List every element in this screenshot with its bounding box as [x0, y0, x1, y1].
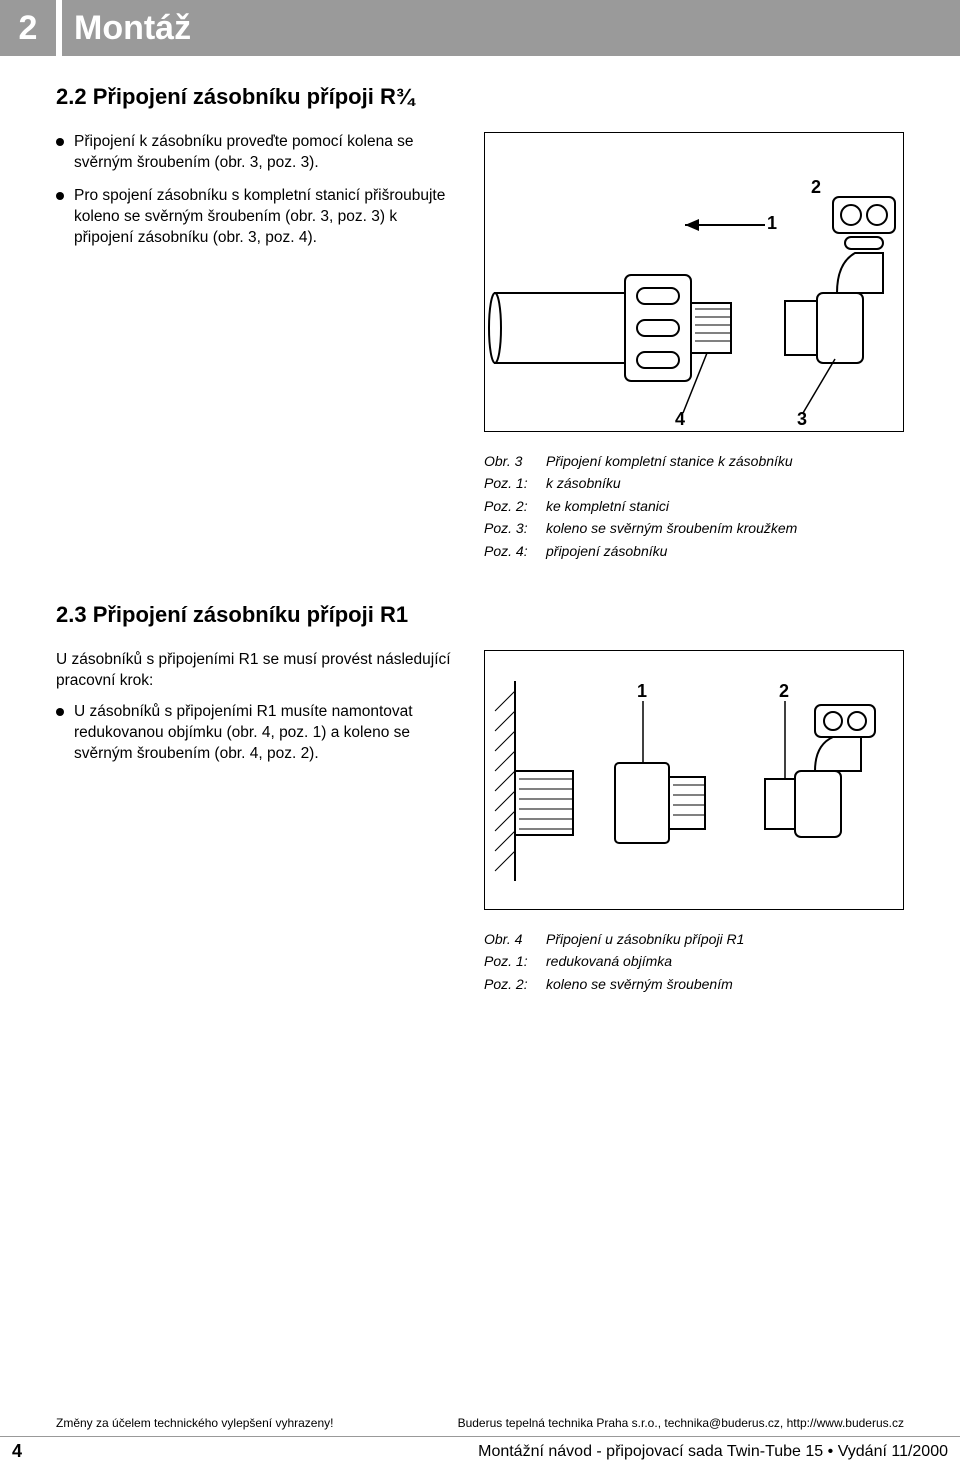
bullet-list: Připojení k zásobníku proveďte pomocí ko…	[56, 132, 452, 249]
caption-key: Poz. 2:	[484, 495, 546, 517]
caption-key: Poz. 1:	[484, 472, 546, 494]
figure-3-caption: Obr. 3 Připojení kompletní stanice k zás…	[484, 450, 904, 562]
content-area: 2.2 Připojení zásobníku přípoji R¾ Připo…	[0, 56, 960, 995]
footer-disclaimer: Změny za účelem technického vylepšení vy…	[56, 1416, 333, 1430]
list-item: Připojení k zásobníku proveďte pomocí ko…	[56, 132, 452, 174]
section-heading-23: 2.3 Připojení zásobníku přípoji R1	[56, 602, 904, 628]
caption-key: Poz. 3:	[484, 517, 546, 539]
caption-val: ke kompletní stanici	[546, 495, 669, 517]
figure-3-svg	[485, 133, 905, 433]
caption-key: Poz. 1:	[484, 950, 546, 972]
figure-4: 1 2	[484, 650, 904, 910]
chapter-header: 2 Montáž	[0, 0, 960, 56]
caption-val: Připojení u zásobníku přípoji R1	[546, 928, 744, 950]
page-number: 4	[12, 1441, 56, 1462]
page-footer: Změny za účelem technického vylepšení vy…	[0, 1416, 960, 1472]
section-23-row: U zásobníků s připojeními R1 se musí pro…	[56, 650, 904, 995]
chapter-title: Montáž	[62, 0, 960, 56]
caption-val: připojení zásobníku	[546, 540, 667, 562]
figure-3-label-2: 2	[811, 177, 821, 198]
caption-val: redukovaná objímka	[546, 950, 672, 972]
list-item: Pro spojení zásobníku s kompletní stanic…	[56, 186, 452, 249]
chapter-number: 2	[0, 0, 56, 56]
caption-key: Obr. 4	[484, 928, 546, 950]
footer-top-row: Změny za účelem technického vylepšení vy…	[0, 1416, 960, 1437]
figure-4-caption: Obr. 4 Připojení u zásobníku přípoji R1 …	[484, 928, 904, 995]
figure-3-label-1: 1	[767, 213, 777, 234]
figure-3-label-3: 3	[797, 409, 807, 430]
figure-4-svg	[485, 651, 905, 911]
caption-key: Poz. 4:	[484, 540, 546, 562]
figure-4-label-1: 1	[637, 681, 647, 702]
section-23-text: U zásobníků s připojeními R1 se musí pro…	[56, 650, 452, 995]
section-22-text: Připojení k zásobníku proveďte pomocí ko…	[56, 132, 452, 562]
caption-key: Poz. 2:	[484, 973, 546, 995]
caption-val: k zásobníku	[546, 472, 621, 494]
footer-company: Buderus tepelná technika Praha s.r.o., t…	[458, 1416, 904, 1430]
section-heading-22: 2.2 Připojení zásobníku přípoji R¾	[56, 84, 904, 110]
figure-4-label-2: 2	[779, 681, 789, 702]
page: 2 Montáž 2.2 Připojení zásobníku přípoji…	[0, 0, 960, 1472]
caption-key: Obr. 3	[484, 450, 546, 472]
caption-val: koleno se svěrným šroubením	[546, 973, 733, 995]
figure-3: 1 2 3 4	[484, 132, 904, 432]
doc-title-line: Montážní návod - připojovací sada Twin-T…	[56, 1443, 948, 1461]
caption-val: koleno se svěrným šroubením kroužkem	[546, 517, 797, 539]
section-22-figure-col: 1 2 3 4 Obr. 3 Připojení kompletní stani…	[476, 132, 904, 562]
bullet-list: U zásobníků s připojeními R1 musíte namo…	[56, 702, 452, 765]
figure-3-label-4: 4	[675, 409, 685, 430]
section-22-row: Připojení k zásobníku proveďte pomocí ko…	[56, 132, 904, 562]
caption-val: Připojení kompletní stanice k zásobníku	[546, 450, 793, 472]
section-23-figure-col: 1 2 Obr. 4 Připojení u zásobníku přípoji…	[476, 650, 904, 995]
footer-bottom-row: 4 Montážní návod - připojovací sada Twin…	[0, 1437, 960, 1472]
paragraph: U zásobníků s připojeními R1 se musí pro…	[56, 650, 452, 692]
list-item: U zásobníků s připojeními R1 musíte namo…	[56, 702, 452, 765]
